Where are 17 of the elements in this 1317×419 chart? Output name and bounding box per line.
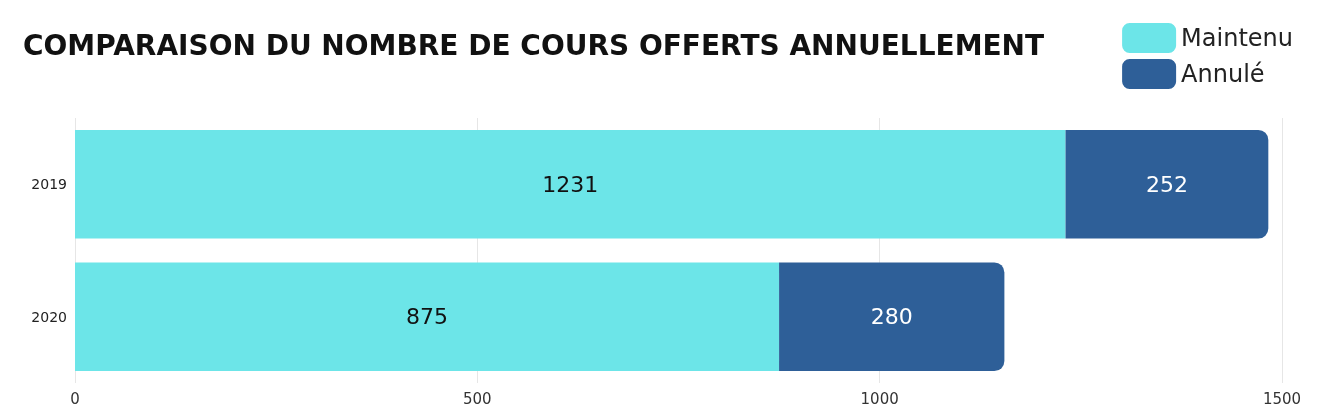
bar	[779, 262, 1005, 372]
data-label: 252	[1145, 171, 1188, 197]
bar	[1065, 129, 1269, 239]
x-tick-label: 1500	[1262, 389, 1302, 408]
x-tick-label: 1000	[860, 389, 899, 408]
bar	[75, 262, 780, 372]
chart-title: COMPARAISON DU NOMBRE DE COURS OFFERTS ANNUELLEMENT	[23, 28, 1045, 62]
bar	[75, 129, 1066, 239]
y-tick-label: 2020	[31, 308, 67, 325]
x-tick-label: 0	[70, 389, 80, 408]
data-label: 280	[870, 304, 913, 330]
data-label: 1231	[542, 171, 599, 197]
legend-label: Annulé	[1181, 60, 1265, 88]
x-tick-label: 500	[463, 389, 492, 408]
data-label: 875	[406, 304, 449, 330]
y-tick-label: 2019	[31, 176, 67, 193]
legend-label: Maintenu	[1181, 24, 1293, 52]
